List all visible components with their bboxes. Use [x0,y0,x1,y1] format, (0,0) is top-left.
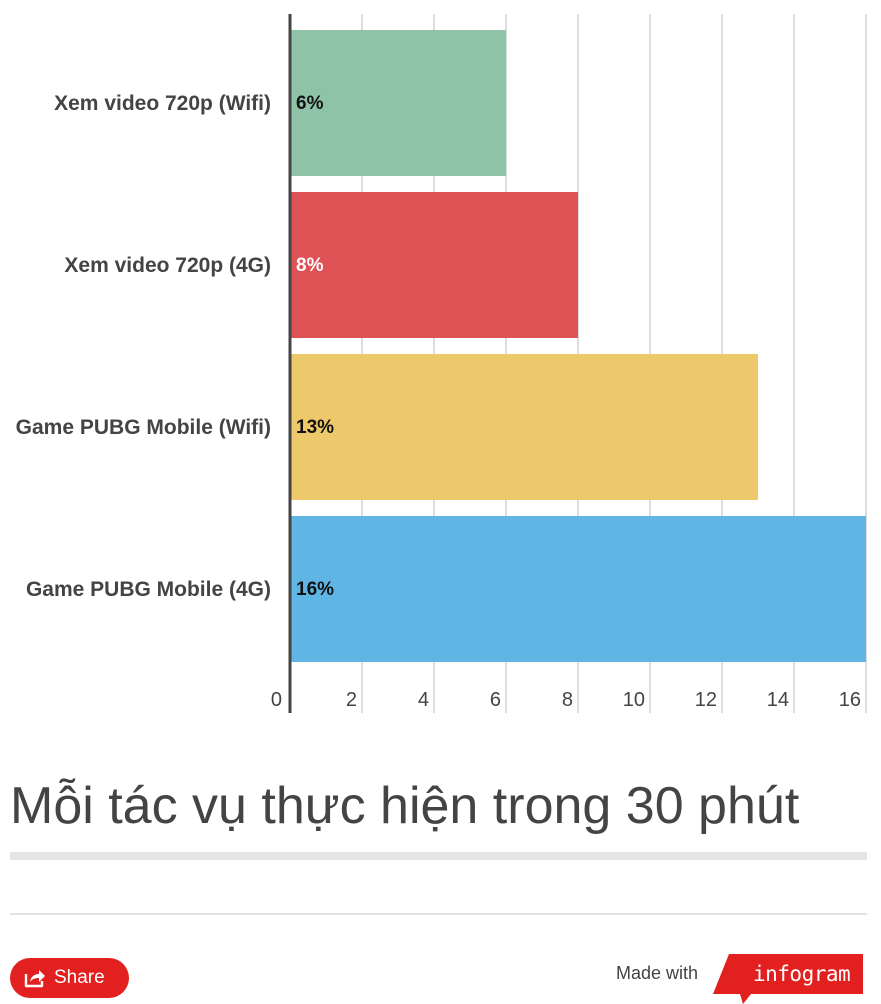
x-tick-label-10: 10 [623,689,645,711]
x-tick-label-6: 6 [490,689,501,711]
bar-3 [290,354,758,500]
share-arrow-icon [24,968,46,988]
bar-4 [290,516,866,662]
footer-divider [10,913,867,915]
bar-1 [290,30,506,176]
x-tick-label-14: 14 [767,689,789,711]
x-tick-label-8: 8 [562,689,573,711]
category-labels: Xem video 720p (Wifi) Xem video 720p (4G)… [16,92,271,601]
category-label-2: Xem video 720p (4G) [64,254,271,277]
share-button[interactable]: Share [10,958,129,998]
bar-chart: Xem video 720p (Wifi) Xem video 720p (4G)… [16,14,867,713]
x-tick-label-12: 12 [695,689,717,711]
category-label-1: Xem video 720p (Wifi) [54,92,271,115]
value-label-3: 13% [296,417,334,438]
x-axis-ticks: 0 2 4 6 8 10 12 14 16 [271,689,861,711]
x-tick-label-16: 16 [839,689,861,711]
x-tick-label-0: 0 [271,689,282,711]
category-label-4: Game PUBG Mobile (4G) [26,578,271,601]
infogram-logo[interactable]: infogram [713,954,863,1004]
value-labels: 6% 8% 13% 16% [296,93,334,600]
bar-2 [290,192,578,338]
x-tick-label-4: 4 [418,689,429,711]
share-label: Share [54,967,105,988]
chart-caption: Mỗi tác vụ thực hiện trong 30 phút [10,777,800,835]
value-label-4: 16% [296,579,334,600]
brand-name: infogram [753,962,851,986]
value-label-2: 8% [296,255,324,276]
caption-underline [10,852,867,860]
category-label-3: Game PUBG Mobile (Wifi) [16,416,271,439]
made-with-text: Made with [616,963,699,983]
x-tick-label-2: 2 [346,689,357,711]
value-label-1: 6% [296,93,324,114]
bars [290,30,866,662]
